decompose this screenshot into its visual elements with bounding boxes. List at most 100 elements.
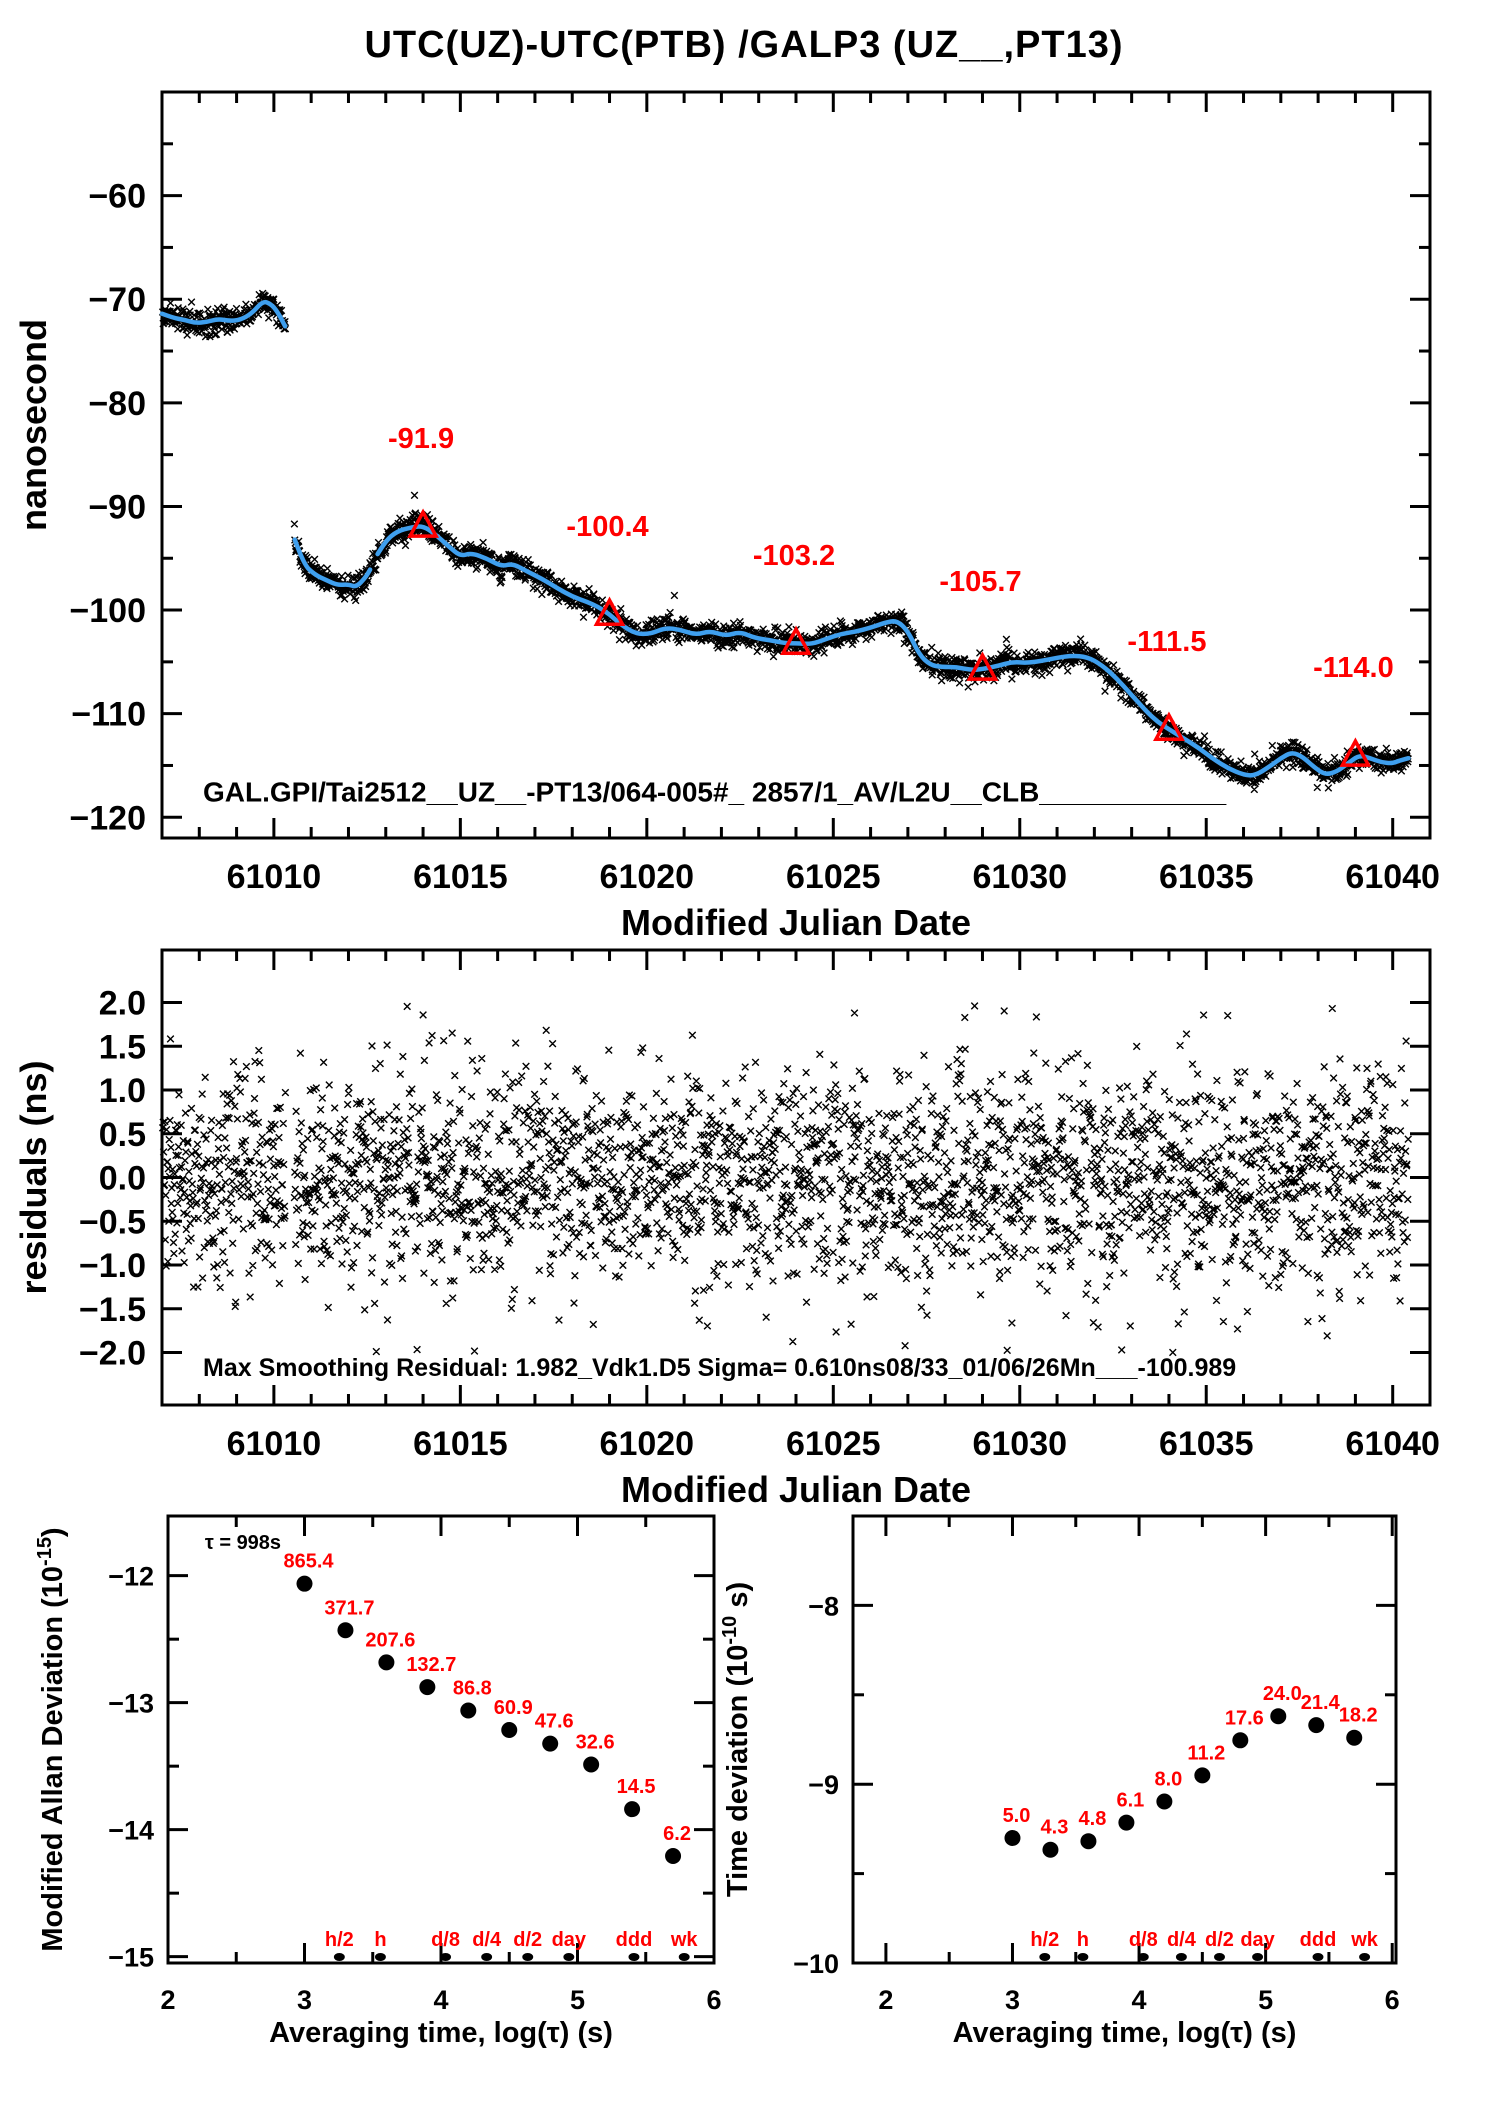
- svg-text:61015: 61015: [413, 858, 508, 896]
- svg-text:86.8: 86.8: [453, 1677, 492, 1699]
- svg-text:Modified Allan Deviation (10-1: Modified Allan Deviation (10-15): [34, 1527, 69, 1951]
- svg-text:residuals (ns): residuals (ns): [13, 1060, 54, 1294]
- svg-text:h: h: [1077, 1929, 1089, 1951]
- svg-text:h/2: h/2: [325, 1929, 354, 1951]
- svg-text:d/2: d/2: [1205, 1929, 1234, 1951]
- svg-text:2: 2: [878, 1985, 893, 2015]
- svg-text:61010: 61010: [227, 1425, 322, 1463]
- svg-text:3: 3: [1005, 1985, 1020, 2015]
- svg-text:−60: −60: [88, 178, 146, 216]
- svg-text:−8: −8: [808, 1591, 839, 1621]
- svg-text:17.6: 17.6: [1225, 1707, 1264, 1729]
- svg-text:-105.7: -105.7: [939, 566, 1021, 598]
- svg-text:1.5: 1.5: [99, 1028, 146, 1066]
- svg-text:3: 3: [297, 1985, 312, 2015]
- smoothed-curve: [292, 537, 373, 589]
- svg-text:61015: 61015: [413, 1425, 508, 1463]
- svg-text:5: 5: [1258, 1985, 1273, 2015]
- svg-text:11.2: 11.2: [1187, 1742, 1225, 1764]
- residuals-axis-labels: 61010 61015 61020 61025 61030 61035 61040 2.0 1.…: [13, 985, 1440, 1511]
- svg-text:wk: wk: [1350, 1929, 1379, 1951]
- svg-text:0.5: 0.5: [99, 1116, 146, 1154]
- svg-text:−0.5: −0.5: [79, 1203, 146, 1241]
- svg-text:wk: wk: [670, 1929, 699, 1951]
- svg-text:d/8: d/8: [1129, 1929, 1158, 1951]
- svg-text:-100.4: -100.4: [566, 511, 648, 543]
- tdev-panel: 2 3 4 5 6 −8 −9 −10 Averaging time, log(τ) (s) Ti…: [719, 1514, 1400, 2049]
- smoothed-curve: [159, 299, 288, 329]
- mdev-ticks: [166, 1516, 716, 1963]
- svg-text:Modified Julian Date: Modified Julian Date: [621, 1469, 971, 1510]
- svg-text:d/2: d/2: [513, 1929, 542, 1951]
- svg-text:4: 4: [1132, 1985, 1147, 2015]
- svg-text:5.0: 5.0: [1003, 1805, 1031, 1827]
- svg-text:nanosecond: nanosecond: [13, 319, 54, 531]
- svg-text:Averaging time, log(τ) (s): Averaging time, log(τ) (s): [269, 2017, 613, 2049]
- phase-ticks: [162, 92, 1430, 838]
- svg-text:ddd: ddd: [616, 1929, 653, 1951]
- svg-text:day: day: [1240, 1929, 1275, 1951]
- svg-text:21.4: 21.4: [1301, 1692, 1341, 1714]
- svg-text:8.0: 8.0: [1154, 1769, 1182, 1791]
- svg-text:61030: 61030: [972, 1425, 1067, 1463]
- tdev-axis-labels: 2 3 4 5 6 −8 −9 −10 Averaging time, log(τ) (s): [793, 1591, 1400, 2049]
- smoothed-curve: [375, 524, 1411, 778]
- mdev-tau-marks: h/2 h d/8 d/4 d/2 day ddd wk: [325, 1929, 699, 1961]
- mdev-points: 865.4 371.7 207.6 132.786.860.947.632.6 14.5…: [283, 1551, 691, 1865]
- svg-text:132.7: 132.7: [406, 1654, 456, 1676]
- mdev-axis-labels: 2 3 4 5 6 −12 −13 −14 −15 Averaging time, log(τ) …: [108, 1562, 721, 2049]
- svg-text:18.2: 18.2: [1339, 1705, 1378, 1727]
- phase-axis-labels: 61010 61015 61020 61025 61030 61035 61040 −60 −7…: [13, 178, 1440, 943]
- svg-text:61010: 61010: [227, 858, 322, 896]
- tau-note: τ = 998s: [205, 1532, 281, 1554]
- svg-text:61025: 61025: [786, 858, 881, 896]
- svg-text:2.0: 2.0: [99, 985, 146, 1023]
- svg-text:4.3: 4.3: [1041, 1817, 1069, 1839]
- phase-panel: 61010 61015 61020 61025 61030 61035 61040 −60 −7…: [13, 90, 1440, 943]
- svg-text:47.6: 47.6: [535, 1711, 574, 1733]
- svg-text:6.1: 6.1: [1116, 1790, 1144, 1812]
- svg-text:−9: −9: [808, 1770, 839, 1800]
- svg-text:−110: −110: [71, 696, 146, 734]
- calibration-markers: -91.9 -100.4 -103.2 -105.7 -111.5 -114.0: [388, 423, 1394, 767]
- svg-text:61040: 61040: [1345, 858, 1440, 896]
- svg-text:2: 2: [160, 1985, 175, 2015]
- svg-text:6.2: 6.2: [663, 1823, 691, 1845]
- svg-text:-111.5: -111.5: [1127, 626, 1206, 658]
- tdev-tau-marks: h/2 h d/8 d/4 d/2 day ddd wk: [1030, 1929, 1379, 1961]
- svg-text:14.5: 14.5: [617, 1776, 656, 1798]
- svg-text:−14: −14: [108, 1816, 154, 1846]
- svg-text:d/4: d/4: [472, 1929, 502, 1951]
- svg-text:Modified Julian Date: Modified Julian Date: [621, 902, 971, 943]
- residuals-scatter: [158, 1002, 1412, 1357]
- svg-text:865.4: 865.4: [283, 1551, 334, 1573]
- svg-text:61025: 61025: [786, 1425, 881, 1463]
- svg-text:−1.5: −1.5: [79, 1291, 146, 1329]
- residuals-ticks: [162, 950, 1430, 1405]
- tdev-points: 5.0 4.3 4.8 6.1 8.011.217.624.0 21.418.2: [1003, 1683, 1378, 1858]
- svg-text:5: 5: [570, 1985, 585, 2015]
- svg-text:−100: −100: [69, 592, 146, 630]
- tdev-ticks: [853, 1516, 1396, 1965]
- svg-text:6: 6: [706, 1985, 721, 2015]
- mdev-panel: 2 3 4 5 6 −12 −13 −14 −15 Averaging time, log(τ) …: [34, 1514, 722, 2049]
- svg-text:61040: 61040: [1345, 1425, 1440, 1463]
- svg-text:1.0: 1.0: [99, 1072, 146, 1110]
- svg-text:-91.9: -91.9: [388, 423, 454, 455]
- svg-text:day: day: [552, 1929, 587, 1951]
- svg-text:61035: 61035: [1159, 858, 1254, 896]
- svg-text:-103.2: -103.2: [753, 540, 835, 572]
- svg-text:ddd: ddd: [1300, 1929, 1337, 1951]
- svg-text:6: 6: [1385, 1985, 1400, 2015]
- svg-text:d/4: d/4: [1167, 1929, 1197, 1951]
- svg-text:h: h: [374, 1929, 386, 1951]
- svg-text:−120: −120: [69, 799, 146, 837]
- svg-text:h/2: h/2: [1030, 1929, 1059, 1951]
- svg-text:−13: −13: [108, 1689, 154, 1719]
- svg-text:0.0: 0.0: [99, 1160, 146, 1198]
- page-title: UTC(UZ)-UTC(PTB) /GALP3 (UZ__,PT13): [364, 24, 1124, 66]
- svg-text:−80: −80: [88, 385, 146, 423]
- phase-annotation: GAL.GPI/Tai2512__UZ__-PT13/064-005#_ 285…: [203, 777, 1227, 808]
